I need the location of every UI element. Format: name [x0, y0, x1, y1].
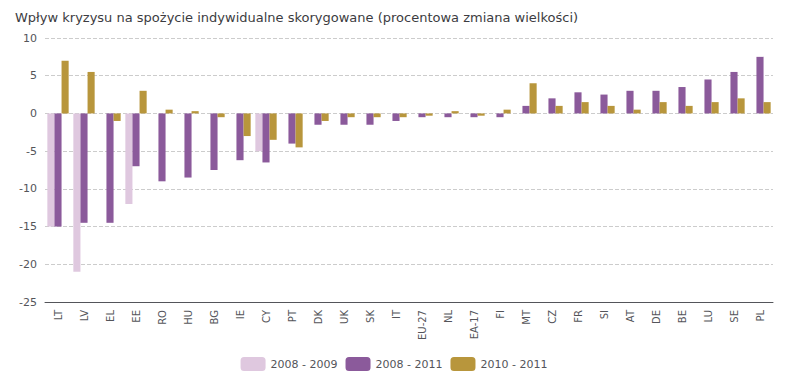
svg-text:-25: -25 — [19, 296, 37, 309]
svg-text:EE: EE — [131, 310, 142, 323]
svg-text:DK: DK — [313, 310, 324, 325]
svg-text:2008 - 2009: 2008 - 2009 — [271, 358, 338, 371]
svg-text:EA-17: EA-17 — [469, 310, 480, 339]
svg-text:RO: RO — [157, 310, 168, 325]
svg-text:SK: SK — [365, 310, 376, 323]
svg-text:BG: BG — [209, 310, 220, 324]
svg-text:EU-27: EU-27 — [417, 310, 428, 340]
svg-text:IE: IE — [235, 310, 246, 319]
svg-text:5: 5 — [30, 69, 37, 82]
svg-text:10: 10 — [23, 32, 37, 45]
svg-text:SI: SI — [599, 310, 610, 319]
svg-text:FR: FR — [573, 310, 584, 323]
svg-text:NL: NL — [443, 310, 454, 323]
svg-text:Wpływ kryzysu na spożycie indy: Wpływ kryzysu na spożycie indywidualne s… — [15, 10, 578, 25]
svg-text:2010 - 2011: 2010 - 2011 — [480, 358, 547, 371]
svg-text:LV: LV — [79, 310, 90, 321]
svg-text:UK: UK — [339, 310, 350, 324]
svg-text:FI: FI — [495, 310, 506, 319]
svg-text:CY: CY — [261, 309, 272, 323]
svg-text:AT: AT — [625, 309, 636, 322]
svg-text:MT: MT — [521, 309, 532, 325]
svg-text:PL: PL — [755, 310, 766, 322]
svg-text:-15: -15 — [19, 220, 37, 233]
svg-text:-5: -5 — [26, 145, 37, 158]
svg-text:SE: SE — [729, 310, 740, 323]
svg-text:-20: -20 — [19, 258, 37, 271]
svg-text:BE: BE — [677, 310, 688, 323]
svg-text:DE: DE — [651, 310, 662, 324]
svg-text:0: 0 — [30, 107, 37, 120]
svg-text:2008 - 2011: 2008 - 2011 — [376, 358, 443, 371]
svg-text:CZ: CZ — [547, 310, 558, 324]
svg-text:IT: IT — [391, 309, 402, 319]
svg-text:PT: PT — [287, 309, 298, 322]
svg-text:HU: HU — [183, 310, 194, 325]
svg-text:LT: LT — [53, 309, 64, 320]
svg-text:-10: -10 — [19, 182, 37, 195]
svg-text:EL: EL — [105, 310, 116, 322]
svg-text:LU: LU — [703, 310, 714, 322]
